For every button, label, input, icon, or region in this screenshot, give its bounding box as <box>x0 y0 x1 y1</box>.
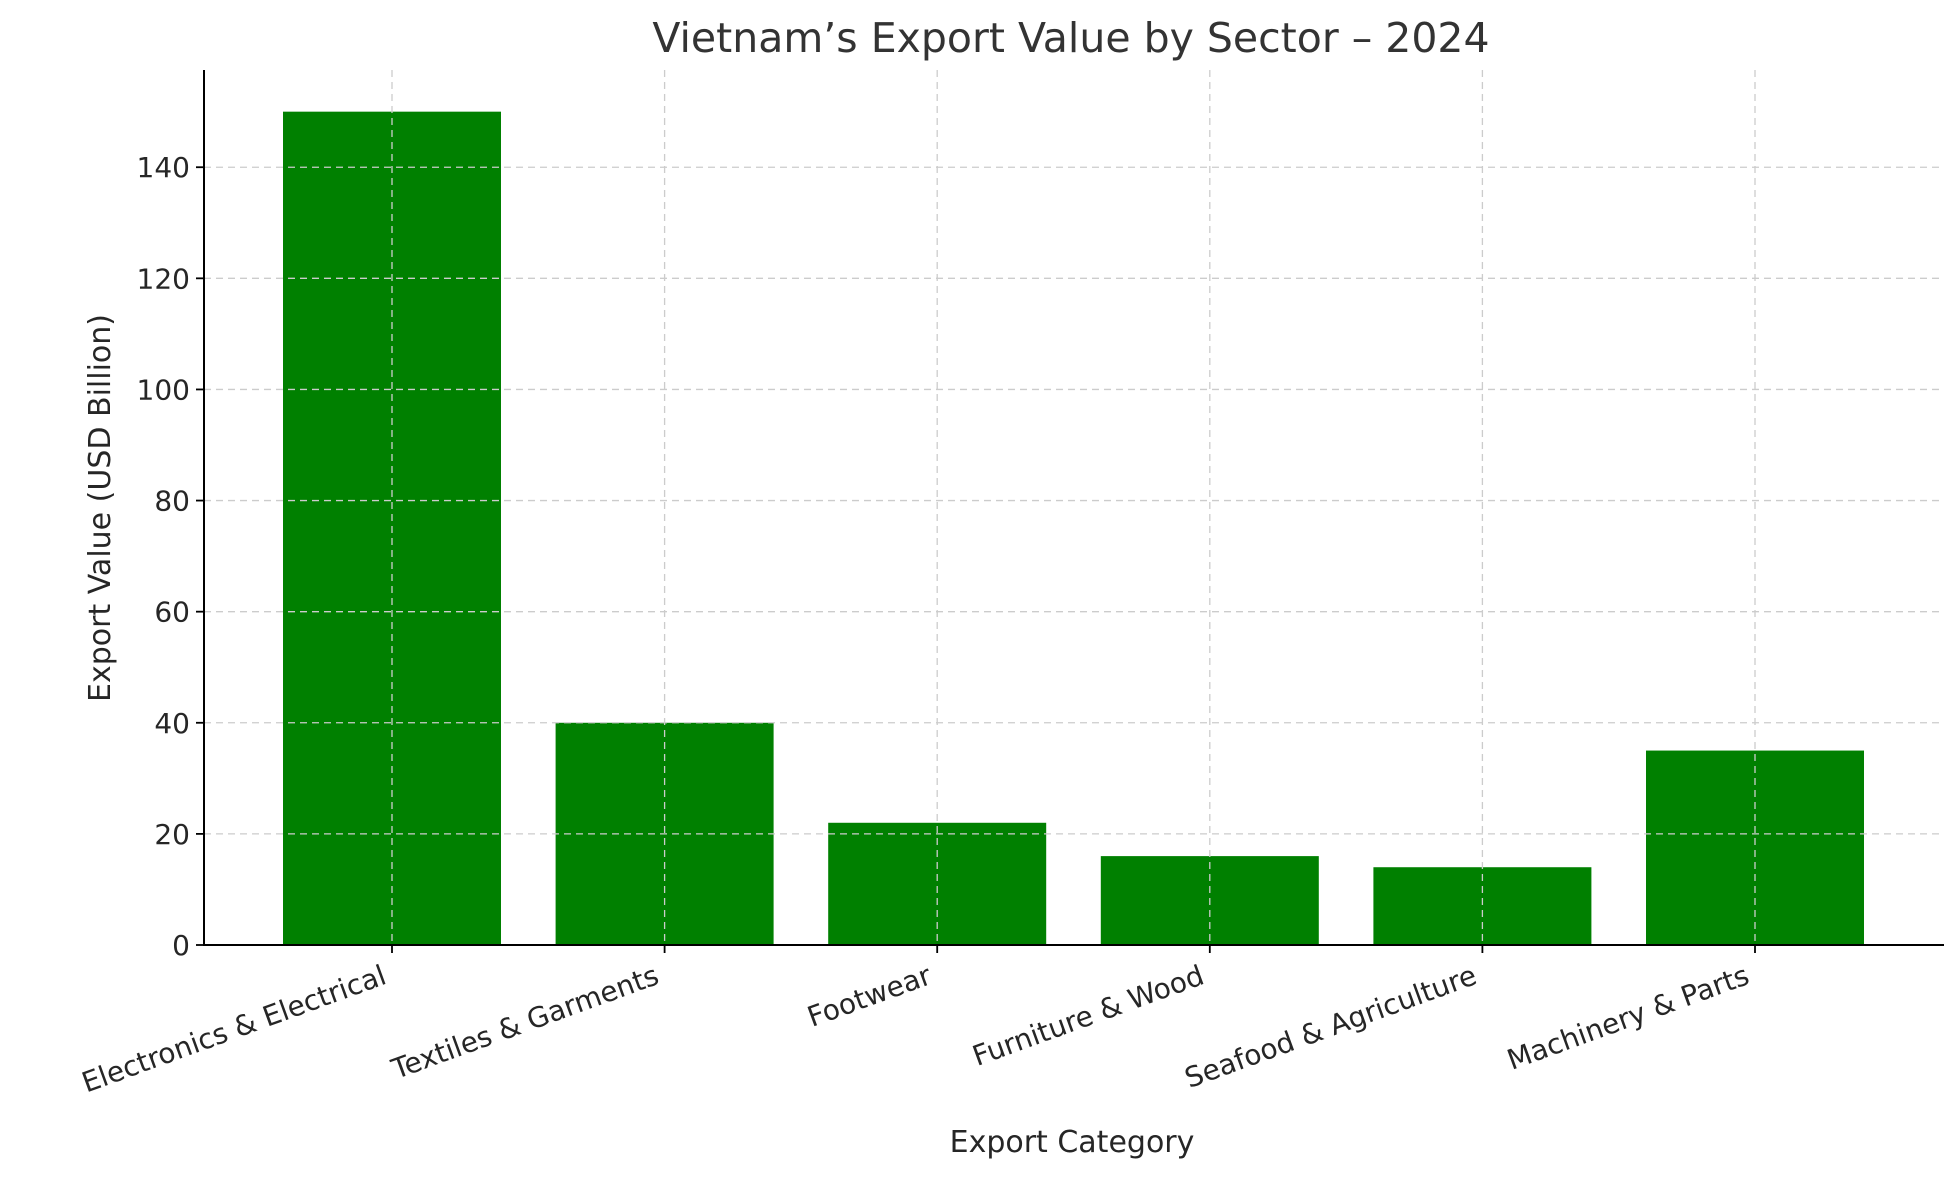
x-tick-label-0: Electronics & Electrical <box>78 959 391 1100</box>
y-tick-label-4: 80 <box>154 485 190 518</box>
y-tick-label-7: 140 <box>137 151 190 184</box>
bars <box>283 111 1864 945</box>
axes <box>203 70 1944 946</box>
x-tick-label-2: Footwear <box>803 958 936 1033</box>
y-tick-label-1: 20 <box>154 818 190 851</box>
y-tick-label-6: 120 <box>137 262 190 295</box>
y-ticks: 0 20 40 60 80 100 120 140 <box>137 151 204 962</box>
y-tick-label-3: 60 <box>154 596 190 629</box>
y-tick-label-5: 100 <box>137 373 190 406</box>
x-axis-label: Export Category <box>950 1125 1195 1160</box>
y-tick-label-0: 0 <box>172 929 190 962</box>
x-tick-label-5: Machinery & Parts <box>1503 959 1754 1077</box>
x-tick-label-3: Furniture & Wood <box>968 959 1208 1073</box>
x-tick-label-1: Textiles & Garments <box>386 959 663 1087</box>
y-axis-label: Export Value (USD Billion) <box>83 314 118 702</box>
chart-title: Vietnam’s Export Value by Sector – 2024 <box>652 14 1489 62</box>
x-tick-label-4: Seafood & Agriculture <box>1180 959 1480 1095</box>
grid <box>204 70 1944 945</box>
y-tick-label-2: 40 <box>154 707 190 740</box>
